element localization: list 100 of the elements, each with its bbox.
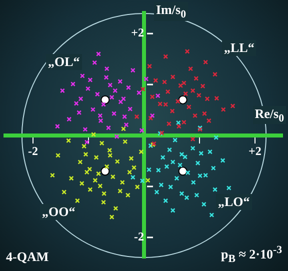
point: [179, 191, 184, 196]
point: [156, 168, 161, 173]
point: [170, 108, 175, 114]
point: [174, 176, 180, 181]
point: [166, 121, 172, 126]
annotation: 4-QAM: [6, 249, 49, 265]
point: [170, 160, 176, 164]
point: [188, 66, 194, 72]
point: [79, 180, 84, 186]
point: [122, 139, 128, 144]
point: [170, 208, 176, 213]
point: [176, 124, 182, 129]
point: [212, 72, 218, 77]
annotation: „LO“: [216, 194, 252, 210]
point: [176, 120, 181, 126]
point: [118, 78, 123, 84]
point: [118, 99, 124, 104]
point: [178, 166, 188, 176]
point: [78, 160, 83, 164]
point: [138, 149, 144, 154]
point: [198, 173, 203, 178]
point: [214, 96, 220, 101]
point: [60, 88, 65, 94]
point: [181, 80, 186, 86]
point: [184, 195, 190, 200]
point: [184, 48, 190, 54]
point: [190, 146, 196, 151]
point: [125, 192, 130, 198]
point: [179, 152, 184, 157]
point: [104, 164, 110, 170]
point: [155, 93, 160, 98]
point: [150, 94, 155, 100]
point: [82, 144, 87, 149]
point: [168, 184, 174, 190]
point: [147, 64, 152, 69]
y-axis-title: Im/s$_{0}$: [154, 2, 188, 21]
point: [66, 138, 72, 144]
point: [96, 51, 101, 56]
point: [136, 90, 142, 96]
point: [85, 86, 90, 92]
point: [127, 170, 132, 175]
point: [140, 178, 145, 184]
point: [83, 152, 88, 157]
point: [183, 91, 188, 96]
point: [181, 120, 186, 125]
point: [158, 182, 164, 188]
point: [210, 166, 216, 171]
point: [50, 172, 55, 178]
point: [120, 180, 125, 185]
point: [82, 126, 88, 132]
point: [145, 178, 150, 183]
annotation: „LL“: [222, 40, 256, 56]
point: [220, 158, 226, 163]
point: [139, 128, 144, 133]
point: [94, 154, 99, 160]
point: [203, 172, 208, 178]
x-axis-title: Re/s$_{0}$: [252, 106, 286, 124]
point: [84, 170, 90, 175]
point: [92, 178, 98, 183]
point: [194, 192, 200, 198]
point: [114, 159, 120, 164]
point: [134, 114, 140, 120]
point: [101, 102, 106, 107]
point: [195, 160, 200, 166]
point: [88, 187, 93, 192]
point: [74, 100, 79, 106]
point: [203, 60, 208, 65]
point: [178, 83, 184, 88]
point: [120, 96, 126, 102]
point: [200, 84, 206, 89]
point: [178, 95, 188, 104]
point: [206, 118, 212, 124]
point: [154, 190, 160, 195]
point: [160, 154, 166, 160]
point: [130, 68, 136, 73]
point: [112, 88, 118, 94]
point: [132, 165, 136, 170]
point: [167, 147, 172, 152]
point: [130, 174, 136, 180]
point: [74, 198, 80, 204]
point: [54, 124, 60, 129]
point: [196, 92, 202, 98]
point: [230, 103, 236, 108]
point: [70, 82, 76, 87]
point: [165, 89, 170, 94]
point: [126, 85, 131, 90]
point: [140, 86, 146, 92]
point: [104, 74, 109, 80]
point: [134, 184, 140, 190]
point: [76, 110, 82, 116]
point: [106, 125, 111, 130]
point: [80, 73, 85, 78]
point: [100, 166, 110, 176]
point: [209, 212, 214, 218]
point: [101, 200, 106, 205]
annotation: „OL“: [46, 54, 82, 70]
point: [170, 74, 176, 80]
point: [122, 114, 128, 120]
point: [118, 188, 123, 194]
point: [88, 77, 93, 82]
